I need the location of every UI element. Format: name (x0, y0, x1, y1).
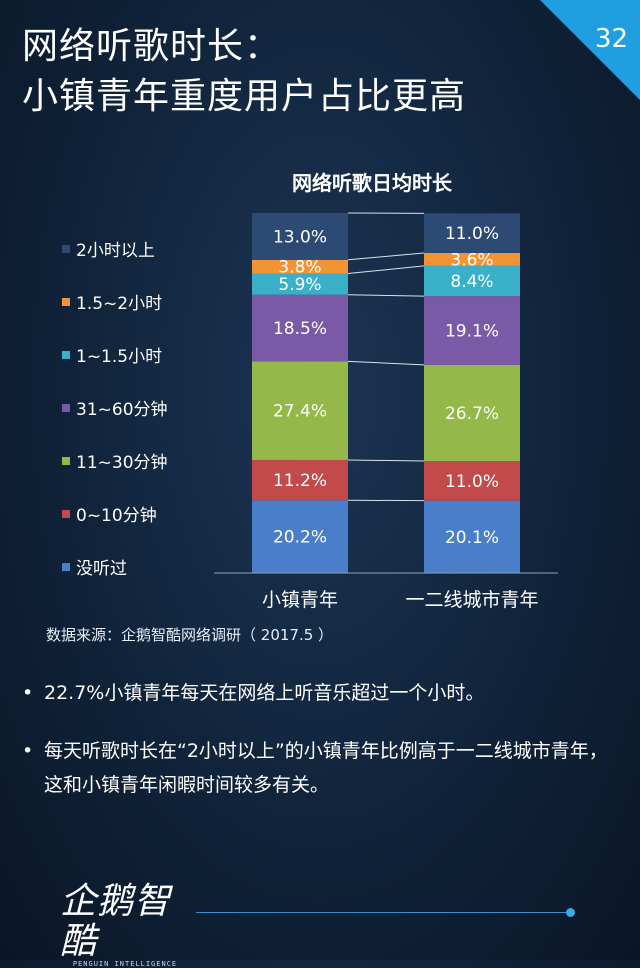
finding-1: 22.7%小镇青年每天在网络上听音乐超过一个小时。 (22, 676, 622, 710)
data-label: 3.8% (278, 258, 321, 278)
footer-divider (196, 912, 568, 913)
data-label: 19.1% (445, 322, 499, 342)
connector-line (348, 460, 424, 461)
data-label: 11.2% (273, 471, 327, 491)
logo-subtext: PENGUIN INTELLIGENCE (60, 960, 190, 968)
connector-line (348, 361, 424, 365)
connector-line (348, 266, 424, 274)
data-label: 3.6% (450, 250, 493, 270)
data-label: 20.1% (445, 528, 499, 548)
chart-title: 网络听歌日均时长 (292, 171, 453, 195)
data-label: 26.7% (445, 404, 499, 424)
connector-line (348, 295, 424, 296)
finding-2: 每天听歌时长在“2小时以上”的小镇青年比例高于一二线城市青年，这和小镇青年闲暇时… (22, 734, 622, 802)
data-label: 18.5% (273, 319, 327, 339)
brand-logo: 企鹅智酷 PENGUIN INTELLIGENCE (60, 882, 190, 968)
data-label: 5.9% (278, 275, 321, 295)
logo-text: 企鹅智酷 (60, 882, 190, 962)
data-label: 27.4% (273, 402, 327, 422)
data-label: 11.0% (445, 472, 499, 492)
stacked-bar-chart: 网络听歌日均时长 20.2% 11.2% 27.4% 18.5% 5.9%3.8% 13.0… (0, 0, 640, 620)
footer-dot (566, 908, 575, 917)
data-label: 13.0% (273, 227, 327, 247)
data-label: 8.4% (450, 272, 493, 292)
data-source: 数据来源：企鹅智酷网络调研（ 2017.5 ） (46, 624, 333, 645)
connector-line (348, 253, 424, 260)
key-findings: 22.7%小镇青年每天在网络上听音乐超过一个小时。 每天听歌时长在“2小时以上”… (22, 676, 622, 826)
category-label: 小镇青年 (262, 589, 338, 611)
data-label: 20.2% (273, 528, 327, 548)
data-label: 11.0% (445, 224, 499, 244)
category-label: 一二线城市青年 (405, 589, 538, 611)
